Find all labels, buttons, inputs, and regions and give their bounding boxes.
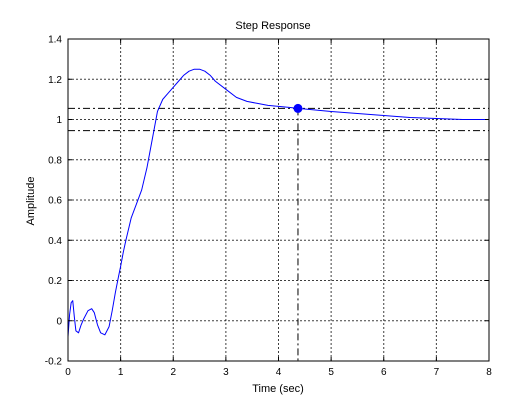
y-tick-label: 1.4 xyxy=(48,35,62,46)
settling-time-marker xyxy=(293,103,303,113)
y-tick-label: 0 xyxy=(56,316,62,327)
series-layer xyxy=(67,68,489,337)
y-tick-label: 0.8 xyxy=(48,155,62,166)
y-tick-label: -0.2 xyxy=(45,357,63,368)
x-tick-label: 1 xyxy=(118,367,124,378)
x-tick-label: 8 xyxy=(486,367,492,378)
x-axis-label: Time (sec) xyxy=(252,383,304,395)
x-tick-label: 2 xyxy=(170,367,176,378)
x-tick-label: 3 xyxy=(223,367,229,378)
y-tick-label: 1 xyxy=(56,115,62,126)
x-tick-label: 6 xyxy=(381,367,387,378)
y-tick-label: 0.2 xyxy=(48,276,62,287)
y-axis-label: Amplitude xyxy=(25,177,37,226)
tick-marks xyxy=(67,38,490,362)
y-tick-labels: -0.2 0 0.2 0.4 0.6 0.8 1 1.2 1.4 xyxy=(45,35,63,368)
x-tick-labels: 0 1 2 3 4 5 6 7 8 xyxy=(65,367,492,378)
y-tick-label: 1.2 xyxy=(48,75,62,86)
step-response-line xyxy=(67,68,489,337)
x-tick-label: 5 xyxy=(328,367,334,378)
y-tick-label: 0.6 xyxy=(48,196,62,207)
y-tick-label: 0.4 xyxy=(48,236,62,247)
x-tick-label: 0 xyxy=(65,367,71,378)
grid-layer xyxy=(68,39,489,361)
x-tick-label: 4 xyxy=(276,367,282,378)
chart-title: Step Response xyxy=(235,20,310,32)
marker-layer xyxy=(293,103,303,113)
settling-band-layer xyxy=(68,107,489,361)
x-tick-label: 7 xyxy=(434,367,440,378)
